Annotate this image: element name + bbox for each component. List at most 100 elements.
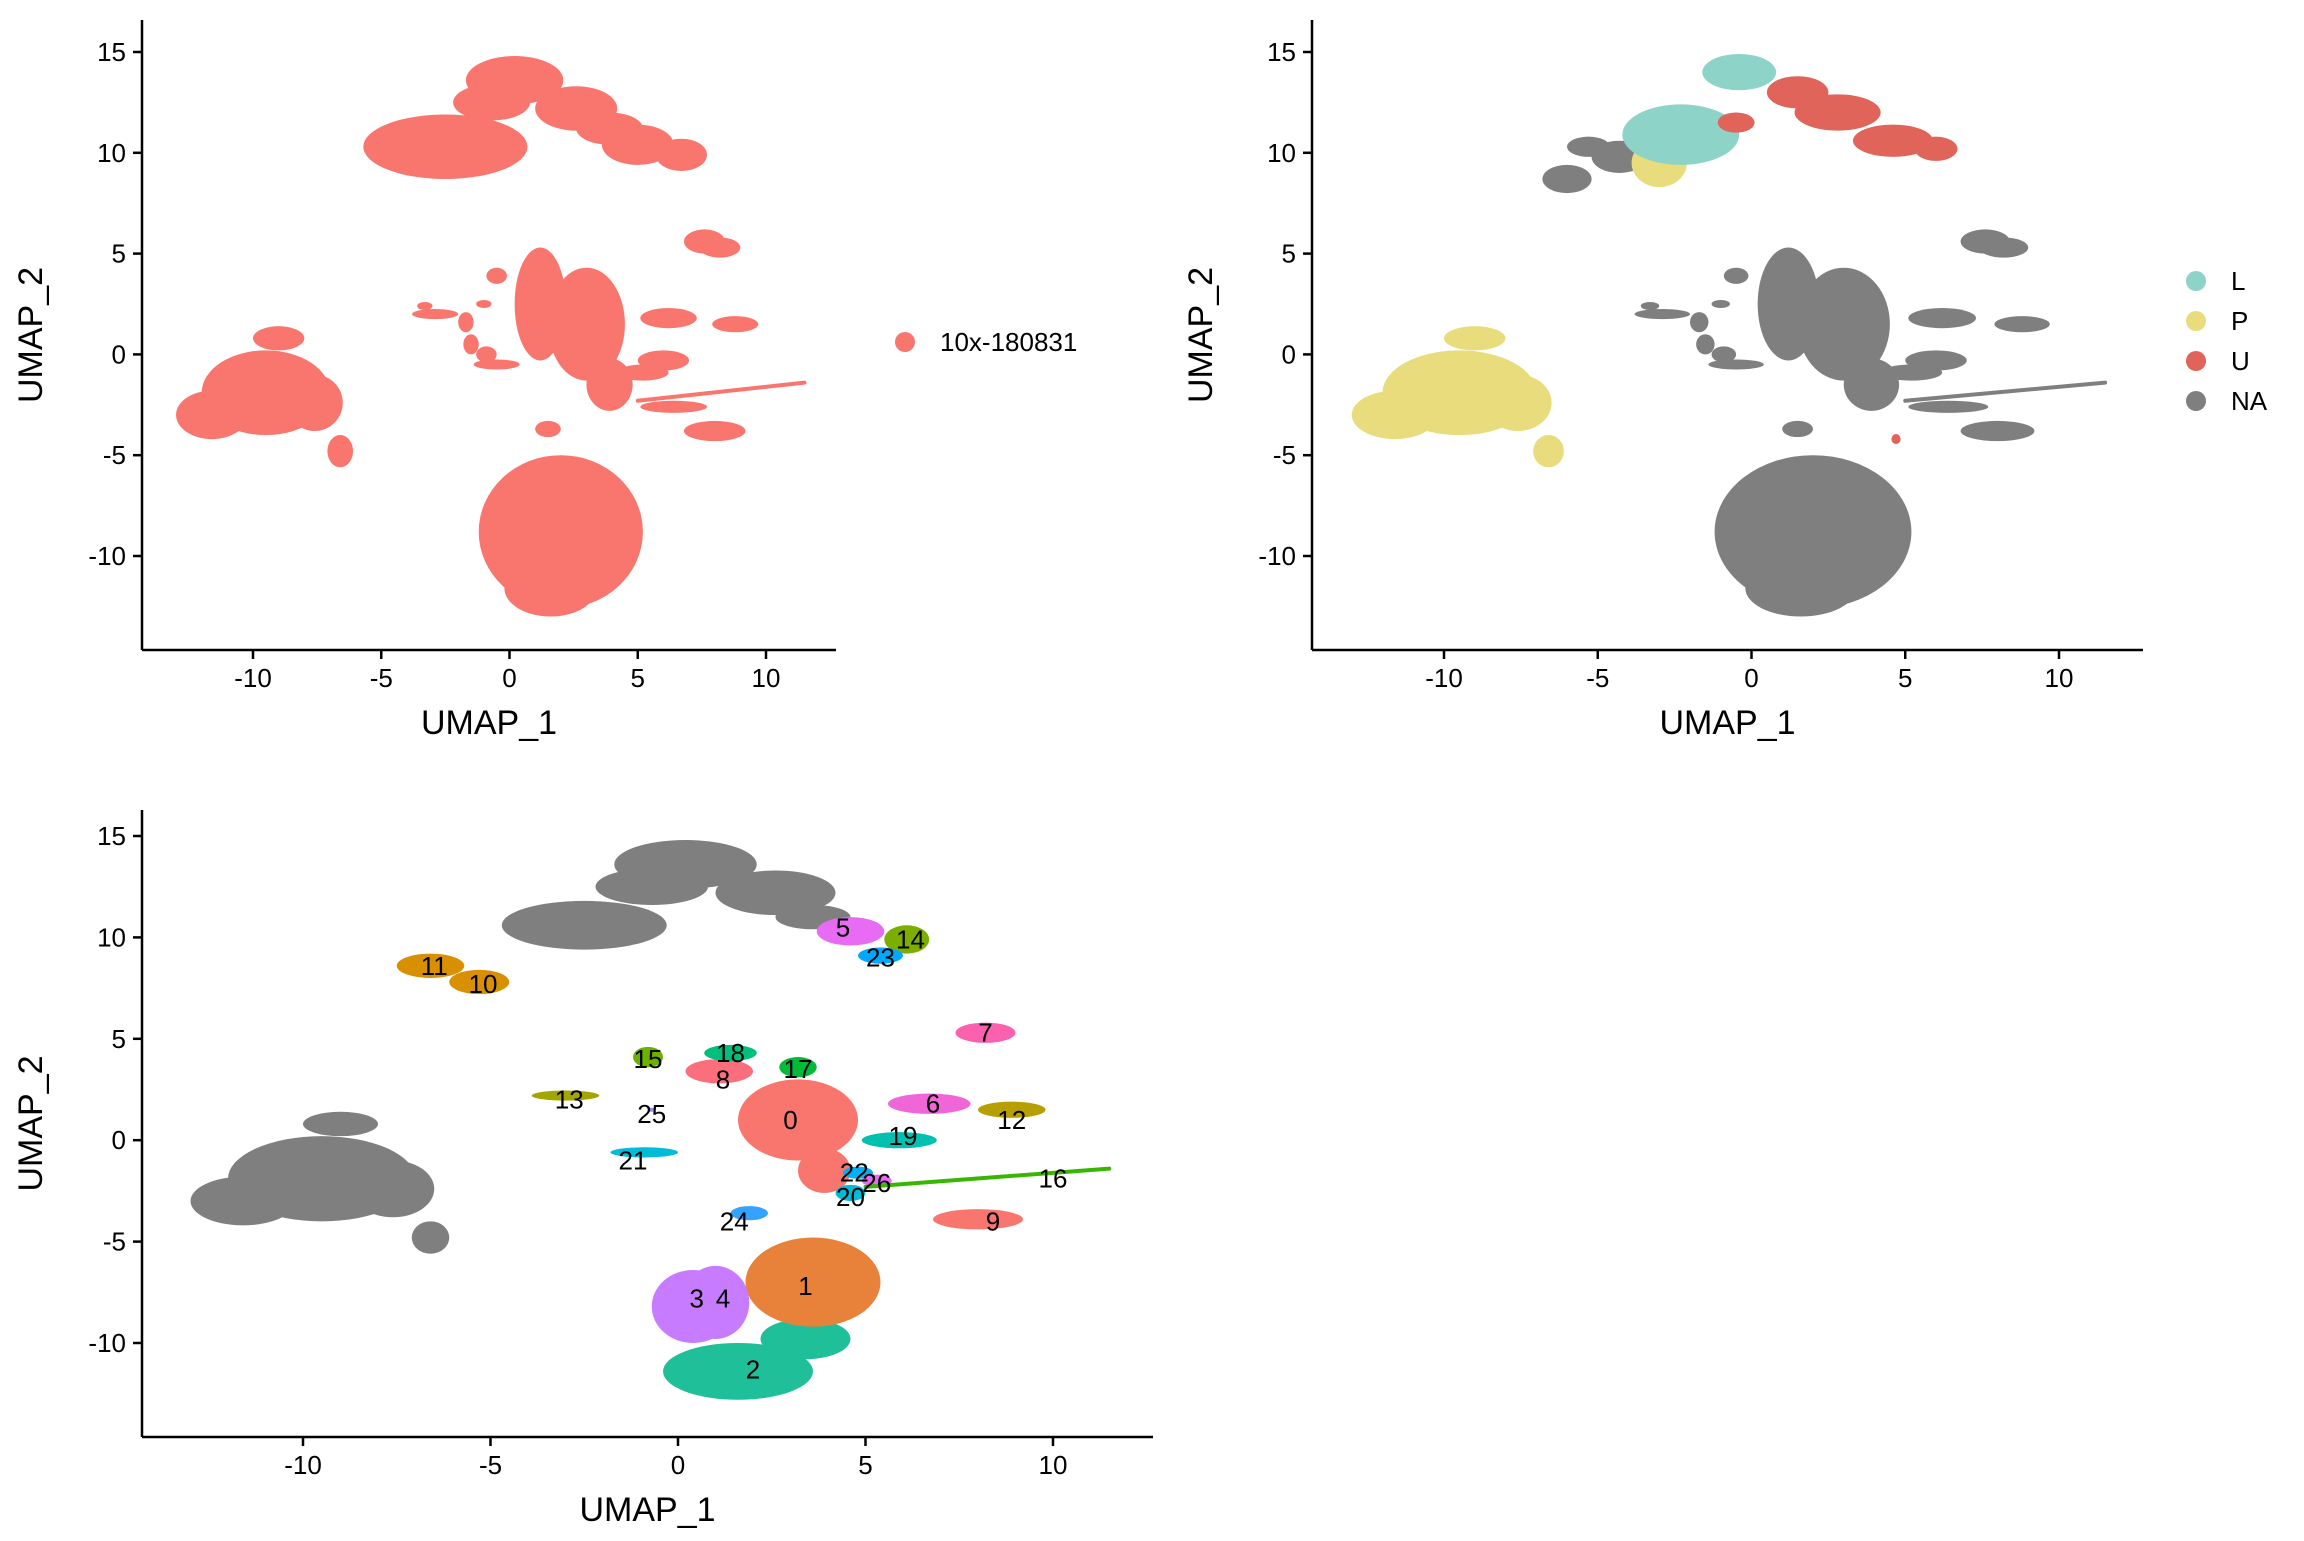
cluster-2-cells xyxy=(663,1318,851,1400)
y-tick-label: 10 xyxy=(97,922,126,952)
cluster-19-cells xyxy=(861,1132,937,1149)
cell-region xyxy=(1622,104,1740,165)
x-tick-label: 5 xyxy=(1898,663,1912,693)
x-tick-label: 10 xyxy=(752,663,781,693)
x-tick-label: 0 xyxy=(502,663,516,693)
y-axis-title: UMAP_2 xyxy=(1182,267,1220,403)
cell-region xyxy=(861,1132,937,1149)
cell-region xyxy=(303,1111,378,1137)
cell-region xyxy=(504,560,597,617)
cluster-21-cells xyxy=(610,1147,678,1158)
cell-region xyxy=(1960,229,2010,254)
cell-region xyxy=(586,358,633,411)
x-axis-title: UMAP_1 xyxy=(1659,704,1795,742)
cell-region xyxy=(1960,420,2035,442)
cell-region xyxy=(412,309,459,320)
cluster-4-cells xyxy=(681,1265,750,1339)
cell-region xyxy=(633,1046,663,1068)
cluster-label: 12 xyxy=(997,1105,1026,1135)
cell-region xyxy=(978,1101,1046,1118)
cell-region xyxy=(535,420,561,438)
cell-region xyxy=(486,267,507,284)
cell-region xyxy=(655,138,708,171)
legend-key xyxy=(2186,391,2206,411)
cell-region xyxy=(1690,312,1709,333)
cell-region xyxy=(176,390,248,440)
x-axis-title: UMAP_1 xyxy=(421,704,557,742)
cell-region xyxy=(683,420,746,442)
cluster-label: 5 xyxy=(836,912,850,942)
cluster-label: 21 xyxy=(619,1145,648,1175)
cell-region xyxy=(683,229,725,254)
y-tick-label: -5 xyxy=(103,1227,126,1257)
y-tick-label: -5 xyxy=(103,440,126,470)
cell-region xyxy=(351,1160,435,1218)
cell-region xyxy=(1542,164,1592,194)
legend-key xyxy=(2186,311,2206,331)
cluster-label: 4 xyxy=(716,1283,730,1313)
y-tick-label: 15 xyxy=(97,37,126,67)
x-tick-label: -10 xyxy=(284,1450,322,1480)
cell-region xyxy=(458,312,474,333)
cell-region xyxy=(663,1343,813,1400)
cell-region xyxy=(595,868,708,905)
cell-region xyxy=(453,84,531,121)
series-10x-180831 xyxy=(176,56,807,617)
cluster-23-cells xyxy=(858,947,903,964)
cell-streak xyxy=(635,380,807,403)
cell-region xyxy=(417,301,433,311)
cell-region xyxy=(576,112,643,145)
cluster-11-cells xyxy=(396,953,465,978)
legend-label: U xyxy=(2231,346,2250,376)
cell-region xyxy=(798,1148,851,1193)
cell-region xyxy=(1891,434,1901,445)
cell-region xyxy=(843,1166,873,1179)
legend-label: L xyxy=(2231,266,2245,296)
x-tick-label: 10 xyxy=(1039,1450,1068,1480)
cell-region xyxy=(1852,124,1933,157)
cell-region xyxy=(1908,308,1976,329)
legend-key xyxy=(2186,351,2206,371)
x-tick-label: 5 xyxy=(631,663,645,693)
cluster-12-cells xyxy=(978,1101,1046,1118)
y-tick-label: 5 xyxy=(1282,239,1296,269)
x-tick-label: -5 xyxy=(479,1450,502,1480)
cluster-label: 3 xyxy=(690,1283,704,1313)
legend-label: NA xyxy=(2231,386,2268,416)
cluster-1-cells xyxy=(745,1237,881,1327)
cell-region xyxy=(681,1265,750,1339)
cell-region xyxy=(888,1093,971,1114)
cluster-24-cells xyxy=(730,1206,768,1221)
cell-region xyxy=(1717,112,1755,133)
cell-region xyxy=(476,299,492,309)
legend-key xyxy=(2186,271,2206,291)
x-tick-label: -10 xyxy=(1425,663,1463,693)
cell-region xyxy=(531,1090,600,1101)
cluster-0-cells xyxy=(738,1079,858,1193)
series-U xyxy=(1717,76,1958,445)
cluster-label: 0 xyxy=(783,1105,797,1135)
y-tick-label: 15 xyxy=(97,821,126,851)
cell-region xyxy=(463,334,479,355)
cell-region xyxy=(1634,309,1690,320)
cluster-label: 23 xyxy=(866,943,895,973)
cell-region xyxy=(1880,364,1943,381)
cell-region xyxy=(1444,326,1506,351)
cluster-label: 9 xyxy=(986,1206,1000,1236)
y-tick-label: 0 xyxy=(112,1125,126,1155)
x-tick-label: -10 xyxy=(234,663,272,693)
y-tick-label: -10 xyxy=(1258,541,1296,571)
cell-region xyxy=(704,1044,757,1062)
cluster-label: 6 xyxy=(926,1089,940,1119)
cell-region xyxy=(1794,94,1881,131)
cell-region xyxy=(411,1221,450,1254)
legend-label: 10x-180831 xyxy=(940,327,1077,357)
cell-region xyxy=(1567,136,1611,157)
cell-region xyxy=(745,1237,881,1327)
panel-condition: -10 -5 0 5 10 -10 -5 0 5 10 15 UMAP_1 UMAP_2 LPU NA xyxy=(1182,20,2268,742)
y-tick-label: 10 xyxy=(1267,138,1296,168)
cluster-25-cells xyxy=(648,1107,656,1112)
cell-region xyxy=(396,953,465,978)
